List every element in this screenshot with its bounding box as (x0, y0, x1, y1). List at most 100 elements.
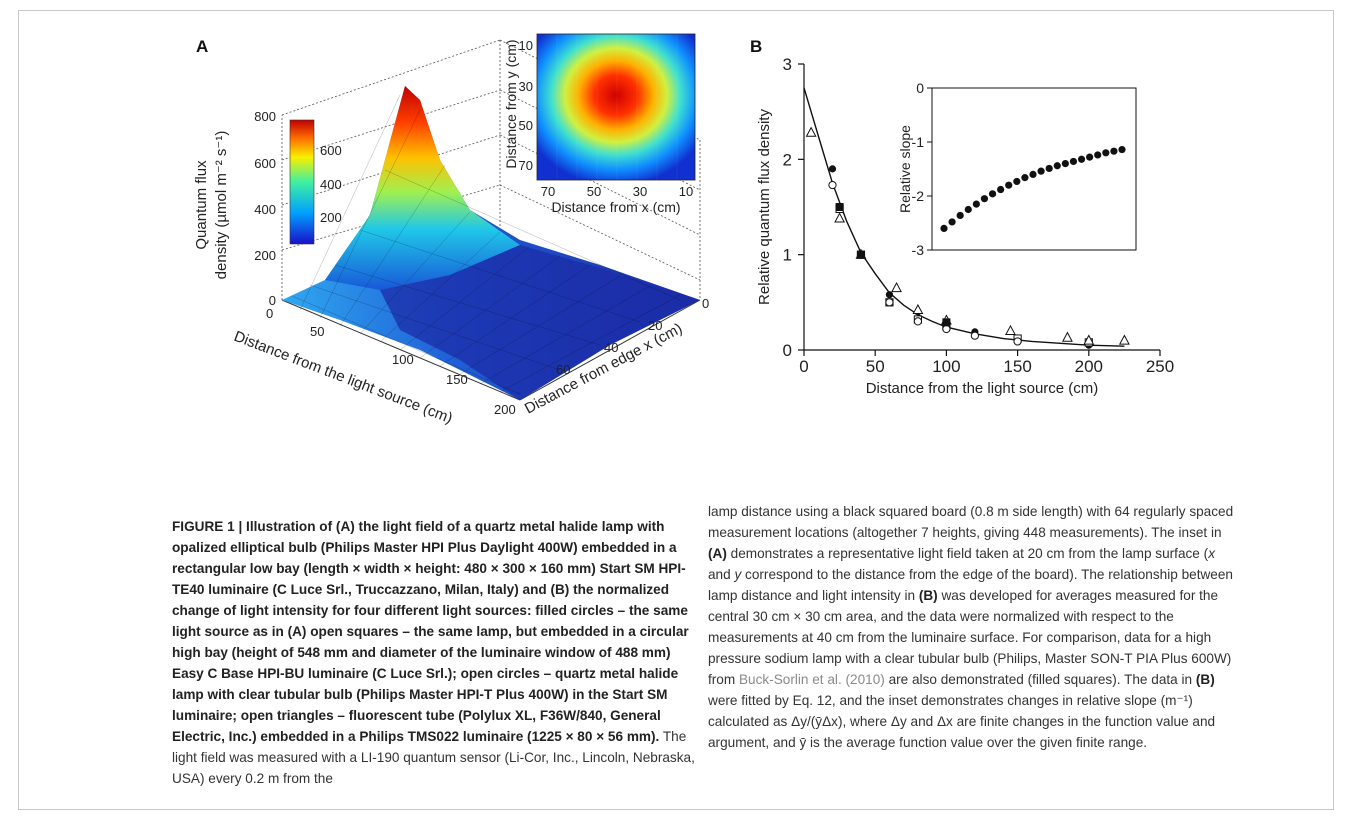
y-tick: 20 (648, 318, 662, 333)
inset-heatmap-grid (556, 34, 678, 180)
inset-point (964, 205, 972, 214)
x-tick: 150 (446, 372, 468, 387)
caption-text: were fitted by Eq. 12, and the inset dem… (708, 693, 1216, 750)
z-tick: 800 (254, 109, 276, 124)
inset-point (1053, 162, 1061, 170)
panel-b-label: B (750, 37, 762, 56)
filled-circle-point (885, 291, 894, 299)
open-circle-point (913, 317, 923, 326)
inset-point (1094, 151, 1102, 159)
panel-b-inset-points (940, 145, 1126, 232)
x-tick-label: 50 (866, 357, 885, 376)
panel-a-surface (282, 86, 700, 400)
inset-x-ticks: 70 50 30 10 (541, 184, 693, 199)
inset-heatmap (536, 33, 696, 181)
caption-left-text: The light field was measured with a LI-1… (172, 729, 695, 786)
figure-graphics: A (193, 33, 1174, 427)
caption-figure-title: FIGURE 1 | Illustration of (A) the light… (172, 519, 689, 744)
inset-x-tick: 70 (541, 184, 555, 199)
z-tick: 400 (254, 202, 276, 217)
panel-a-x-ticks: 0 50 100 150 200 (266, 306, 516, 417)
panel-a-floor (281, 299, 701, 401)
panel-a-inset: 10 30 50 70 70 50 30 10 Distance from y … (503, 33, 696, 215)
x-tick-label: 200 (1075, 357, 1103, 376)
inset-point (1045, 164, 1053, 173)
fit-curve (803, 87, 1125, 347)
caption-text: and (708, 567, 735, 582)
inset-y-tick-label: 0 (916, 80, 924, 96)
inset-point (1013, 177, 1021, 186)
inset-x-tick: 30 (633, 184, 647, 199)
open-triangle-point (1062, 331, 1073, 342)
x-tick: 100 (392, 352, 414, 367)
open-triangle-point (912, 303, 924, 315)
y-tick-label: 1 (783, 246, 792, 265)
inset-y-tick: 50 (519, 118, 533, 133)
inset-point (980, 195, 989, 203)
colorbar-tick: 600 (320, 143, 342, 158)
citation-link[interactable]: Buck-Sorlin et al. (2010) (738, 672, 885, 687)
open-triangle-point (1118, 334, 1130, 345)
filled-circle-point (828, 165, 837, 173)
caption-var: y (734, 567, 742, 582)
panel-b-chart: 0 1 2 3 0 50 100 150 200 250 Relative quantum fl… (756, 55, 1174, 397)
inset-y-tick-label: -1 (912, 134, 925, 150)
inset-point (1118, 145, 1126, 154)
open-triangle-point (1005, 324, 1016, 336)
x-tick: 0 (266, 306, 273, 321)
panel-b-inset-y-label: Relative slope (897, 125, 913, 213)
caption-text: are also demonstrated (filled squares). … (884, 672, 1196, 687)
caption-ref: (A) (708, 546, 727, 561)
inset-point (1061, 160, 1069, 168)
open-triangle-point (805, 126, 817, 137)
open-circle-point (942, 324, 951, 334)
panel-a-mesh (291, 94, 681, 395)
inset-x-tick: 10 (679, 184, 693, 199)
figure-frame (18, 10, 1334, 810)
inset-point (1005, 181, 1013, 189)
panel-b-y-ticks: 0 1 2 3 (783, 55, 804, 360)
caption-text: demonstrates a representative light fiel… (726, 546, 1209, 561)
y-tick: 0 (702, 296, 709, 311)
inset-point (956, 211, 964, 220)
filled-square-point (856, 250, 865, 259)
inset-y-tick: 10 (519, 38, 533, 53)
inset-point (1077, 155, 1086, 163)
panel-b-y-label: Relative quantum flux density (756, 109, 773, 305)
x-tick: 200 (494, 402, 516, 417)
inset-point (997, 185, 1005, 194)
panel-b-points (805, 126, 1130, 349)
open-triangle-point (1083, 334, 1095, 345)
inset-x-tick: 50 (587, 184, 601, 199)
open-circle-point (970, 331, 979, 340)
caption-var: x (1208, 546, 1215, 561)
caption-text: lamp distance using a black squared boar… (708, 504, 1234, 540)
z-tick: 600 (254, 156, 276, 171)
colorbar (289, 119, 315, 245)
open-circle-point (1013, 337, 1022, 346)
panel-b-x-ticks: 0 50 100 150 200 250 (799, 350, 1174, 376)
caption-text: was developed for averages measured for … (708, 588, 1232, 687)
inset-point (940, 224, 948, 232)
caption-left-column: FIGURE 1 | Illustration of (A) the light… (172, 516, 698, 789)
x-tick-label: 250 (1146, 357, 1174, 376)
y-tick: 40 (604, 340, 618, 355)
colorbar-ticks: 600 400 200 (320, 143, 342, 225)
filled-square-point (942, 318, 951, 327)
caption-ref: (B) (1195, 672, 1215, 687)
x-tick-label: 0 (799, 357, 808, 376)
open-triangle-point (834, 212, 846, 223)
panel-a-z-ticks: 0 200 400 600 800 (254, 109, 276, 308)
y-tick-label: 3 (783, 55, 792, 74)
x-tick: 50 (310, 324, 324, 339)
panel-a-label: A (196, 37, 208, 56)
inset-point (1110, 147, 1118, 155)
open-circle-point (885, 298, 894, 307)
panel-a-y-ticks: 0 20 40 60 (556, 296, 709, 377)
z-tick: 0 (269, 293, 276, 308)
x-tick-label: 150 (1003, 357, 1031, 376)
inset-y-tick: 30 (519, 79, 533, 94)
panel-b-inset-frame (931, 87, 1137, 251)
panel-b-inset-y-ticks: 0 -1 -2 -3 (912, 80, 932, 258)
inset-y-tick-label: -3 (912, 242, 925, 258)
